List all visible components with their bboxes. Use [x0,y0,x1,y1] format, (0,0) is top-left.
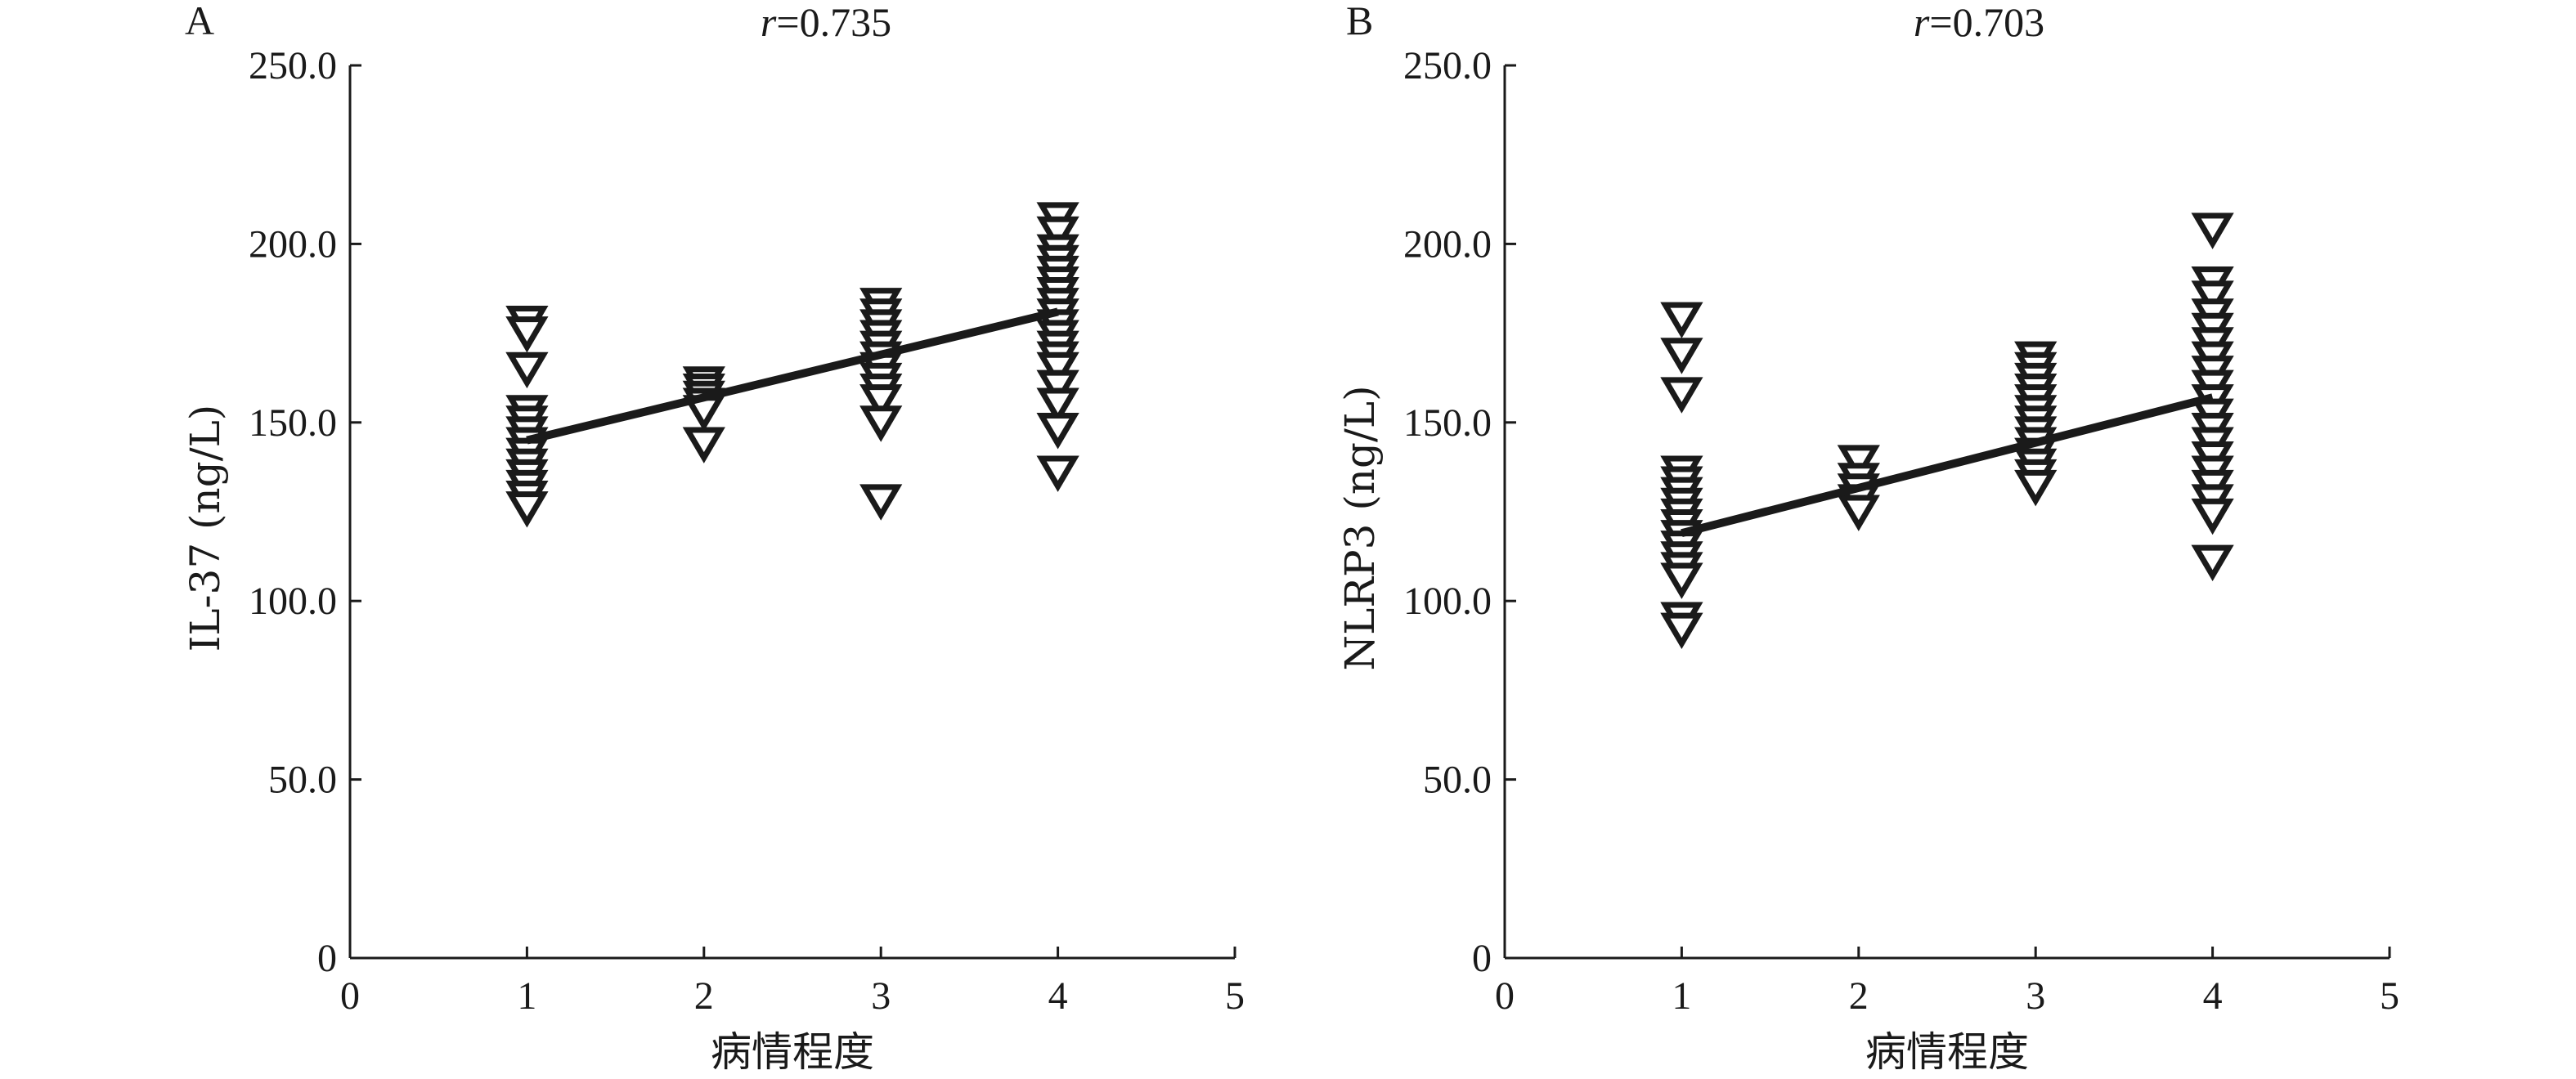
scatter-point [1660,612,1703,650]
scatter-point [2191,544,2234,582]
y-ticks-b: 0 50.0 100.0 150.0 200.0 250.0 [1403,44,1516,980]
scatter-point [1036,455,1079,492]
scatter-point [1036,413,1079,450]
scatter-point [859,384,903,421]
scatter-point [1036,387,1079,424]
correlation-value-a: =0.735 [776,0,891,45]
scatter-point [1837,495,1880,531]
y-tick-label: 150.0 [249,401,337,445]
correlation-value-b: =0.703 [1929,0,2044,45]
x-tick-label: 1 [517,974,536,1018]
scatter-point [1036,369,1079,407]
x-tick-label: 5 [1225,974,1245,1018]
scatter-point [1837,445,1880,481]
regression-line-a [526,307,1059,445]
y-axis-title-a: IL-37 (ng/L) [182,405,229,652]
x-tick-label: 1 [1672,974,1691,1018]
y-tick-label: 0 [317,937,337,980]
y-ticks-a: 0 50.0 100.0 150.0 200.0 250.0 [249,44,361,980]
y-tick-label: 50.0 [268,759,337,802]
x-tick-label: 2 [1849,974,1869,1018]
scatter-point [859,405,903,442]
scatter-point [1660,338,1703,374]
y-tick-label: 100.0 [1403,580,1492,623]
y-tick-label: 100.0 [249,580,337,623]
y-axis-title-b: NLRP3 (ng/L) [1336,385,1384,670]
scatter-point [2191,498,2234,535]
correlation-var-b: r [1914,0,1930,45]
x-tick-label: 0 [340,974,360,1018]
x-ticks-a: 0 1 2 3 4 5 [340,947,1245,1018]
correlation-label-b: r=0.703 [1914,0,2044,45]
x-tick-label: 5 [2380,974,2399,1018]
x-axis-title-a: 病情程度 [711,1028,874,1076]
correlation-label-a: r=0.735 [761,0,891,45]
scatter-point [682,427,725,463]
y-tick-label: 250.0 [249,44,337,87]
scatter-point [505,491,549,528]
y-tick-label: 0 [1472,937,1492,980]
panel-b: B r=0.703 0 50.0 100.0 150.0 200.0 250.0 0 1 2 3… [1336,0,2399,1076]
x-axis-title-b: 病情程度 [1865,1028,2029,1076]
scatter-point [2191,280,2234,317]
x-tick-label: 2 [694,974,714,1018]
x-ticks-b: 0 1 2 3 4 5 [1495,947,2399,1018]
x-tick-label: 3 [871,974,891,1018]
y-tick-label: 50.0 [1423,759,1492,802]
x-tick-label: 0 [1495,974,1515,1018]
correlation-var-a: r [761,0,777,45]
x-tick-label: 4 [2203,974,2223,1018]
y-tick-label: 200.0 [1403,222,1492,266]
scatter-point [2191,213,2234,249]
panel-label-b: B [1346,0,1373,43]
scatter-point [1660,562,1703,599]
scatter-point [1660,377,1703,414]
x-tick-label: 3 [2026,974,2045,1018]
x-tick-label: 4 [1048,974,1068,1018]
scatter-points-b [1660,213,2234,650]
scatter-points-a [505,202,1079,528]
y-tick-label: 250.0 [1403,44,1492,87]
panel-label-a: A [185,0,214,43]
regression-line-b [1681,393,2214,538]
panel-a: A r=0.735 0 50.0 100.0 150.0 200.0 250.0 0 1 2 3… [182,0,1245,1076]
scatter-point [859,484,903,521]
scatter-point [505,316,549,353]
scatter-point [1660,302,1703,339]
scatter-point [505,351,549,389]
y-tick-label: 150.0 [1403,401,1492,445]
scatter-point [2014,469,2058,507]
scatter-point [1036,351,1079,389]
y-tick-label: 200.0 [249,222,337,266]
scatter-point [1036,216,1079,253]
